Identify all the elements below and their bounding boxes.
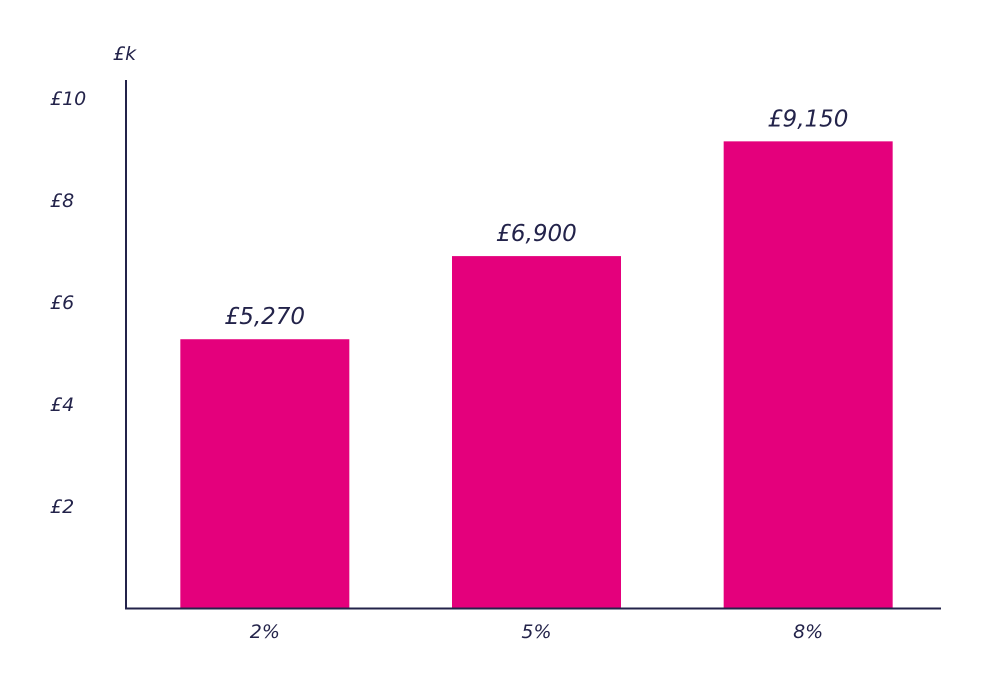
bar — [723, 141, 893, 608]
bars — [180, 141, 893, 608]
bar-value-label: £5,270 — [225, 304, 305, 330]
y-tick-label: £4 — [50, 394, 74, 416]
y-tick-label: £2 — [50, 496, 74, 518]
axes — [125, 80, 941, 610]
y-tick-labels: £2 £4 £6 £8 £10 — [50, 88, 86, 518]
x-tick-label: 2% — [250, 621, 280, 643]
x-tick-labels: 2% 5% 8% — [250, 621, 823, 643]
y-axis-unit-label: £k — [113, 43, 137, 65]
bar — [452, 256, 621, 608]
data-labels: £5,270 £6,900 £9,150 — [225, 106, 849, 330]
y-tick-label: £10 — [50, 88, 86, 110]
y-tick-label: £8 — [50, 190, 74, 212]
bar — [180, 339, 350, 608]
bar-value-label: £9,150 — [768, 106, 848, 132]
bar-value-label: £6,900 — [496, 221, 576, 247]
y-tick-label: £6 — [50, 292, 74, 314]
x-tick-label: 8% — [793, 621, 823, 643]
x-tick-label: 5% — [521, 621, 551, 643]
y-axis: £k £2 £4 £6 £8 £10 — [50, 43, 137, 518]
